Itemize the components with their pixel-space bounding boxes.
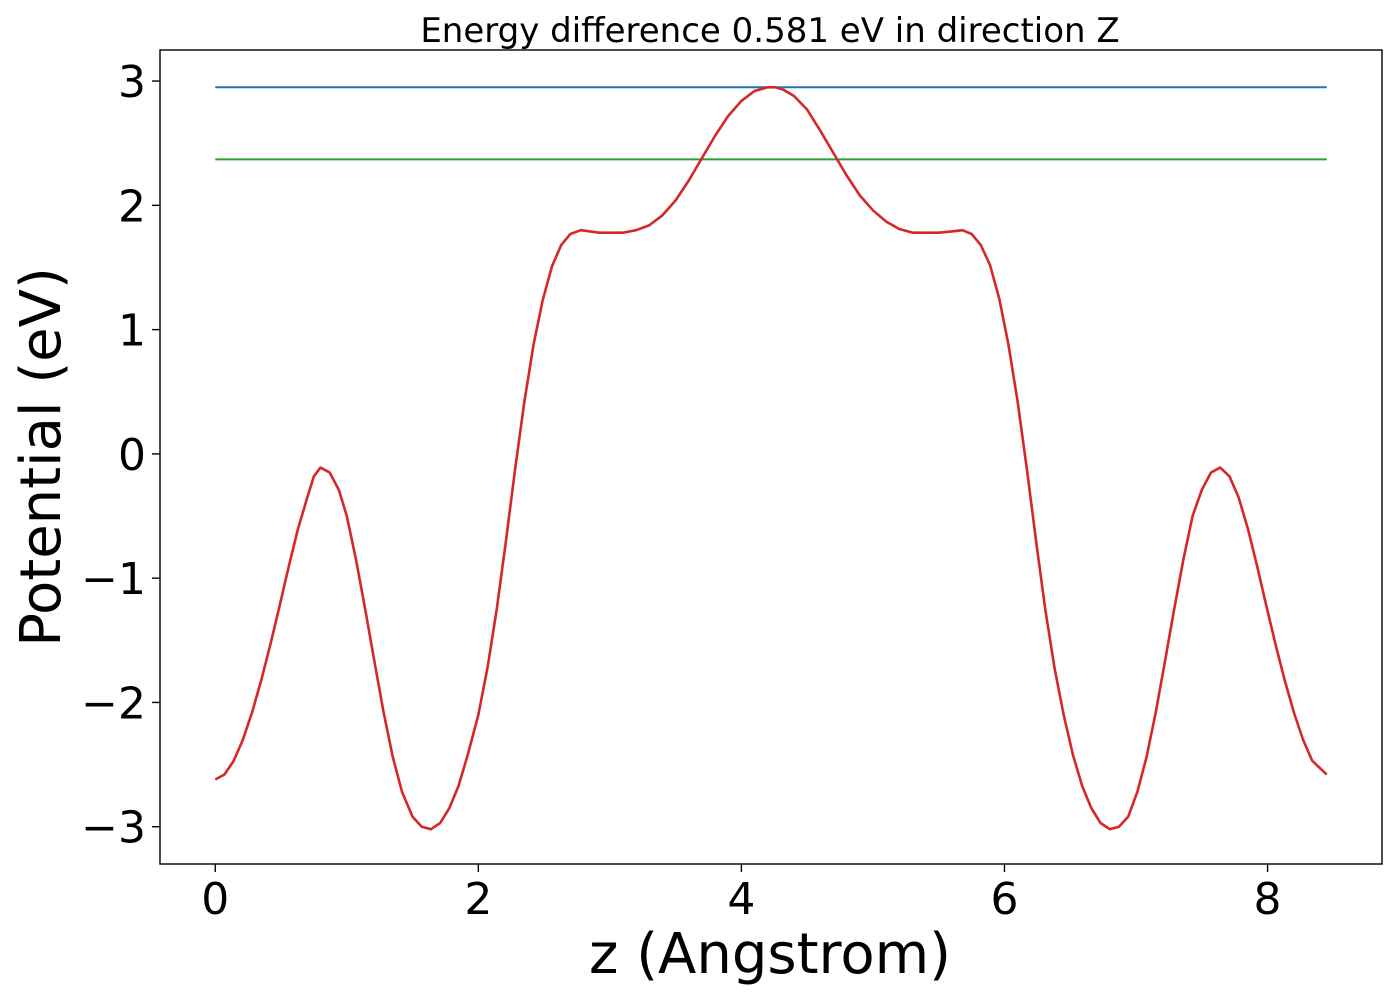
y-tick-label: 2 — [118, 181, 146, 232]
y-tick-label: 3 — [118, 57, 146, 108]
y-tick-label: 0 — [118, 430, 146, 481]
x-tick-label: 2 — [464, 874, 492, 925]
x-tick-label: 4 — [727, 874, 755, 925]
y-axis-label: Potential (eV) — [9, 267, 74, 647]
x-tick-label: 8 — [1254, 874, 1282, 925]
plot-frame — [159, 49, 1383, 865]
y-axis: −3 −2 −1 0 1 2 3 — [81, 57, 160, 854]
y-tick-label: −2 — [81, 678, 146, 729]
series-line-2 — [214, 85, 1328, 831]
x-axis-label: z (Angstrom) — [589, 922, 951, 987]
y-tick-label: −1 — [81, 554, 146, 605]
x-tick-label: 6 — [990, 874, 1018, 925]
x-tick-label: 0 — [201, 874, 229, 925]
x-axis: 0 2 4 6 8 — [201, 864, 1282, 925]
chart-title: Energy difference 0.581 eV in direction … — [420, 11, 1119, 51]
y-tick-label: −3 — [81, 803, 146, 854]
y-tick-label: 1 — [118, 306, 146, 357]
series-layer — [214, 85, 1328, 831]
